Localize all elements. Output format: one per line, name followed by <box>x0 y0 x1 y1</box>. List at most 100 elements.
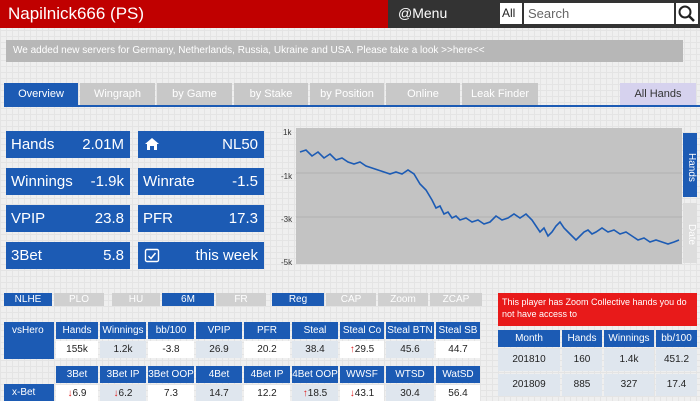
stat-stake[interactable]: NL50 <box>138 131 264 158</box>
winnings-line <box>299 149 680 245</box>
tab-overview[interactable]: Overview <box>4 83 78 105</box>
xbet-value: 6.9 <box>72 388 87 399</box>
vshero-value: 155k <box>56 341 98 358</box>
xbet-header: WatSD <box>436 366 480 383</box>
tab-online[interactable]: Online <box>386 83 460 105</box>
xbet-header: WTSD <box>386 366 434 383</box>
stat-3bet-value: 5.8 <box>103 247 124 264</box>
filter-zoom[interactable]: Zoom <box>378 293 428 306</box>
vshero-value: 20.2 <box>244 341 290 358</box>
stat-winrate: Winrate -1.5 <box>138 168 264 195</box>
arrow-down-icon: ↓ <box>67 388 73 399</box>
months-cell: 451.2 <box>656 349 697 371</box>
vshero-value: 45.6 <box>386 341 434 358</box>
graph-ytick-m5k: -5k <box>281 258 293 267</box>
vshero-row-label: vsHero <box>4 322 54 359</box>
months-cell: 327 <box>604 374 654 396</box>
xbet-header: 3Bet OOP <box>148 366 194 383</box>
vshero-value: 44.7 <box>436 341 480 358</box>
search-input[interactable] <box>524 3 674 24</box>
filter-cap[interactable]: CAP <box>326 293 376 306</box>
xbet-header: 3Bet <box>56 366 98 383</box>
months-cell: 1.4k <box>604 349 654 371</box>
vshero-value: 38.4 <box>292 341 338 358</box>
xbet-row-spacer <box>4 368 54 382</box>
xbet-value: 7.3 <box>148 385 194 401</box>
vshero-header: Steal Co <box>340 322 384 339</box>
vshero-header: Steal SB <box>436 322 480 339</box>
xbet-value: 14.7 <box>196 385 242 401</box>
xbet-value-cell: ↓6.9 <box>56 385 98 401</box>
filter-6m[interactable]: 6M <box>162 293 214 306</box>
tab-by-stake[interactable]: by Stake <box>234 83 308 105</box>
tab-by-game[interactable]: by Game <box>157 83 232 105</box>
tab-by-position[interactable]: by Position <box>310 83 384 105</box>
stat-period[interactable]: this week <box>138 242 264 269</box>
vshero-header: PFR <box>244 322 290 339</box>
months-header: bb/100 <box>656 330 697 347</box>
xbet-header: 4Bet OOP <box>292 366 338 383</box>
filter-hu[interactable]: HU <box>112 293 160 306</box>
filter-fr[interactable]: FR <box>216 293 266 306</box>
xbet-value: 56.4 <box>436 385 480 401</box>
zoom-access-warning: This player has Zoom Collective hands yo… <box>498 293 697 326</box>
player-title: Napilnick666 (PS) <box>0 0 388 28</box>
main-tabs: Overview Wingraph by Game by Stake by Po… <box>0 83 700 107</box>
stat-hands-value: 2.01M <box>82 136 124 153</box>
filter-plo[interactable]: PLO <box>54 293 104 306</box>
tab-leak-finder[interactable]: Leak Finder <box>462 83 538 105</box>
vshero-header: VPIP <box>196 322 242 339</box>
stat-vpip-value: 23.8 <box>94 210 124 227</box>
stat-vpip-label: VPIP <box>11 210 46 227</box>
months-header: Hands <box>562 330 602 347</box>
stat-winrate-label: Winrate <box>143 173 195 190</box>
stat-pfr-label: PFR <box>143 210 173 227</box>
filter-nlhe[interactable]: NLHE <box>4 293 52 306</box>
xbet-value: 6.2 <box>118 388 133 399</box>
filter-zcap[interactable]: ZCAP <box>430 293 482 306</box>
tab-all-hands[interactable]: All Hands <box>620 83 696 105</box>
months-cell: 885 <box>562 374 602 396</box>
xbet-value-cell: ↓6.2 <box>100 385 146 401</box>
stat-winnings-label: Winnings <box>11 173 73 190</box>
months-header: Winnings <box>604 330 654 347</box>
vshero-header: Steal <box>292 322 338 339</box>
xbet-row-label: x-Bet <box>4 384 54 401</box>
arrow-down-icon: ↓ <box>349 388 355 399</box>
months-cell: 201809 <box>498 374 560 396</box>
tab-underline <box>4 105 700 107</box>
arrow-up-icon: ↑ <box>302 388 308 399</box>
server-notice-banner[interactable]: We added new servers for Germany, Nether… <box>6 40 683 62</box>
stat-hands: Hands 2.01M <box>6 131 130 158</box>
search-icon <box>678 5 695 22</box>
search-scope-select[interactable]: All <box>500 3 522 24</box>
arrow-down-icon: ↓ <box>113 388 119 399</box>
menu-button[interactable]: @Menu <box>398 5 448 21</box>
xbet-value: 18.5 <box>307 388 328 399</box>
vshero-header: Winnings <box>100 322 146 339</box>
filter-reg[interactable]: Reg <box>272 293 324 306</box>
xbet-header: 4Bet IP <box>244 366 290 383</box>
vshero-value: 1.2k <box>100 341 146 358</box>
winnings-graph[interactable] <box>296 128 682 264</box>
stat-pfr: PFR 17.3 <box>138 205 264 232</box>
vshero-header: Steal BTN <box>386 322 434 339</box>
home-icon <box>144 136 160 156</box>
stat-3bet-label: 3Bet <box>11 247 42 264</box>
months-cell: 17.4 <box>656 374 697 396</box>
stat-winnings-value: -1.9k <box>90 173 124 190</box>
stat-winrate-value: -1.5 <box>232 173 258 190</box>
graph-ytick-m3k: -3k <box>281 215 293 224</box>
xbet-value: 43.1 <box>354 388 375 399</box>
vshero-value: -3.8 <box>148 341 194 358</box>
search-button[interactable] <box>676 3 698 24</box>
stat-winnings: Winnings -1.9k <box>6 168 130 195</box>
stat-pfr-value: 17.3 <box>228 210 258 227</box>
vshero-value-cell: ↑29.5 <box>340 341 384 358</box>
graph-xaxis-hands-tab[interactable]: Hands <box>683 133 697 197</box>
xbet-value-cell: ↓43.1 <box>340 385 384 401</box>
tab-wingraph[interactable]: Wingraph <box>80 83 155 105</box>
graph-xaxis-date-tab[interactable]: Date <box>683 203 697 263</box>
xbet-value: 12.2 <box>244 385 290 401</box>
months-cell: 201810 <box>498 349 560 371</box>
